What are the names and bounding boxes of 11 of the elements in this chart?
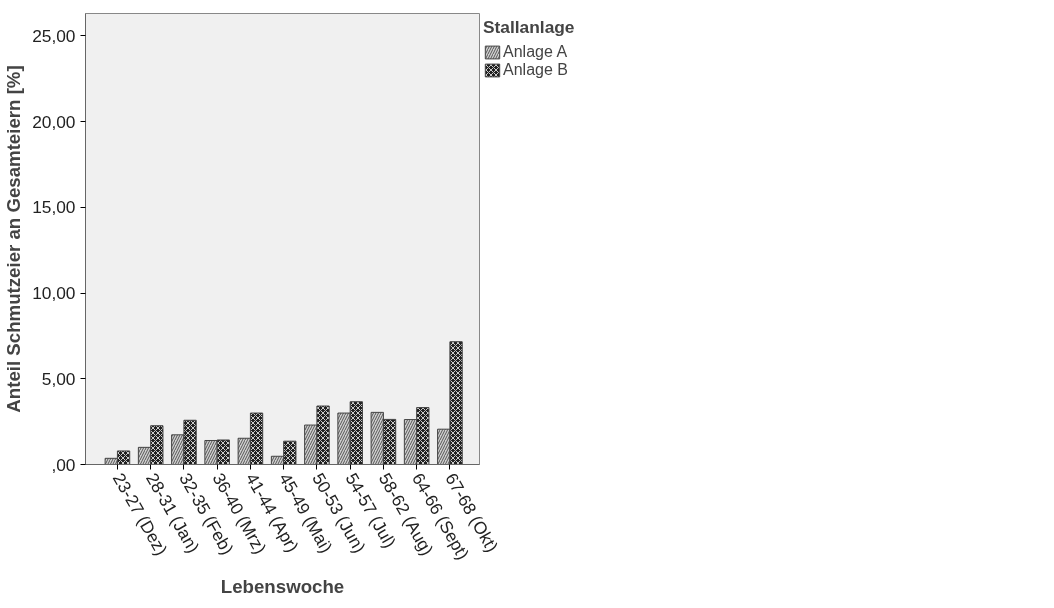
y-tick-label: ,00 [51,454,76,475]
legend-label: Anlage B [503,61,568,79]
y-tick-label: 15,00 [32,197,76,218]
y-tick-label: 5,00 [41,368,76,389]
y-tick-label: 25,00 [32,25,76,46]
x-axis-title: Lebenswoche [220,576,345,597]
legend-label: Anlage A [503,43,568,61]
y-axis-title: Anteil Schmutzeier an Gesamteiern [%] [3,65,25,413]
y-tick-label: 20,00 [32,111,76,132]
legend-title: Stallanlage [483,17,575,38]
y-tick-label: 10,00 [32,283,76,304]
